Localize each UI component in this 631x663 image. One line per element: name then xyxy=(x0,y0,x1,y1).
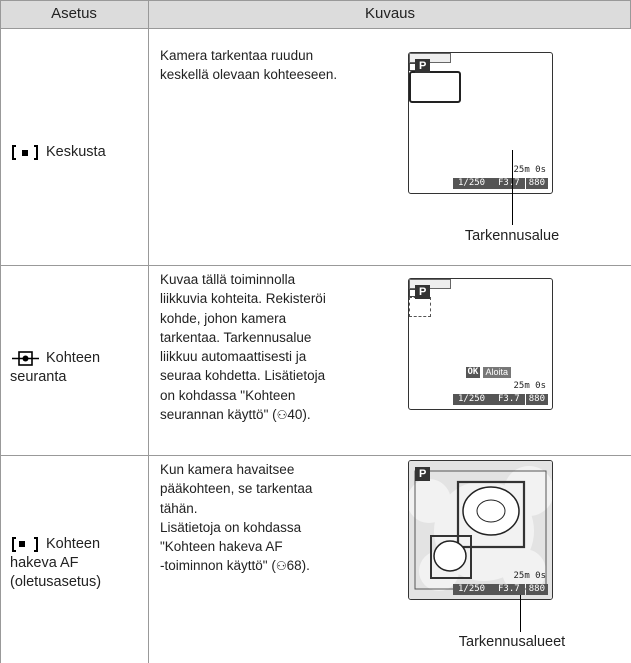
flower xyxy=(462,486,520,536)
description-text: Kun kamera havaitsee pääkohteen, se tark… xyxy=(160,462,313,574)
remaining: 25m 0s xyxy=(513,381,546,391)
reference-icon: ⚇ xyxy=(276,408,288,423)
shots: 880 xyxy=(525,394,548,405)
caption: Tarkennusalue xyxy=(464,228,560,244)
description-end: ). xyxy=(302,407,311,423)
description: Kun kamera havaitsee pääkohteen, se tark… xyxy=(160,460,312,577)
rule xyxy=(0,0,1,663)
camera-screen: P 1/250 F3.7 25m 0s 880 OK Aloita xyxy=(408,278,553,410)
shots: 880 xyxy=(525,178,548,189)
focus-area xyxy=(456,480,526,549)
focus-area xyxy=(409,71,461,103)
description-text: Kuvaa tällä toiminnolla liikkuvia kohtei… xyxy=(160,272,326,423)
leader-line xyxy=(512,150,513,225)
flower xyxy=(433,540,467,572)
leader-line xyxy=(520,595,521,632)
scene xyxy=(409,461,552,599)
icon xyxy=(12,145,38,160)
caption: Tarkennusalueet xyxy=(458,634,566,650)
shutter: 1/250 xyxy=(453,584,495,595)
header-description: Kuvaus xyxy=(149,0,631,28)
page-ref: 68 xyxy=(286,558,302,574)
icon xyxy=(12,351,39,366)
header-setting: Asetus xyxy=(0,0,148,28)
remaining: 25m 0s xyxy=(513,165,546,175)
icon-part xyxy=(19,541,25,547)
mode: P xyxy=(415,59,431,73)
setting-icon xyxy=(10,535,40,554)
shots: 880 xyxy=(525,584,548,595)
description-text: Kamera tarkentaa ruudun keskellä olevaan… xyxy=(160,48,338,83)
rule xyxy=(0,28,631,29)
icon xyxy=(12,537,38,552)
rule xyxy=(0,455,631,456)
ok-key: OK xyxy=(465,367,481,378)
icon-part xyxy=(22,150,28,156)
track-frame xyxy=(409,297,431,317)
rule xyxy=(0,0,631,1)
setting-icon xyxy=(10,143,40,162)
flower xyxy=(476,499,506,523)
action: Aloita xyxy=(482,367,512,378)
page-ref: 40 xyxy=(287,407,303,423)
mode: P xyxy=(415,467,431,481)
aperture: F3.7 xyxy=(493,178,525,189)
shutter: 1/250 xyxy=(453,394,495,405)
rule xyxy=(0,265,631,266)
icon-part xyxy=(12,145,38,160)
reference-icon: ⚇ xyxy=(275,559,287,574)
setting-label: Kohteen seuranta xyxy=(10,350,101,385)
description-end: ). xyxy=(301,558,310,574)
rule xyxy=(148,0,149,663)
focus-area xyxy=(430,535,472,579)
camera-screen: P 1/250 F3.7 25m 0s 880 xyxy=(408,460,553,600)
setting-label: Kohteen hakeva AF (oletusasetus) xyxy=(10,536,102,590)
shutter: 1/250 xyxy=(453,178,495,189)
aperture: F3.7 xyxy=(493,394,525,405)
icon-part xyxy=(12,537,38,552)
camera-screen: P 1/250 F3.7 25m 0s 880 xyxy=(408,52,553,194)
setting-label: Keskusta xyxy=(46,144,106,160)
description: Kamera tarkentaa ruudun keskellä olevaan… xyxy=(160,46,337,85)
remaining: 25m 0s xyxy=(513,571,546,581)
aperture: F3.7 xyxy=(493,584,525,595)
description: Kuvaa tällä toiminnolla liikkuvia kohtei… xyxy=(160,270,326,425)
mode: P xyxy=(415,285,431,299)
setting-icon xyxy=(10,349,40,368)
